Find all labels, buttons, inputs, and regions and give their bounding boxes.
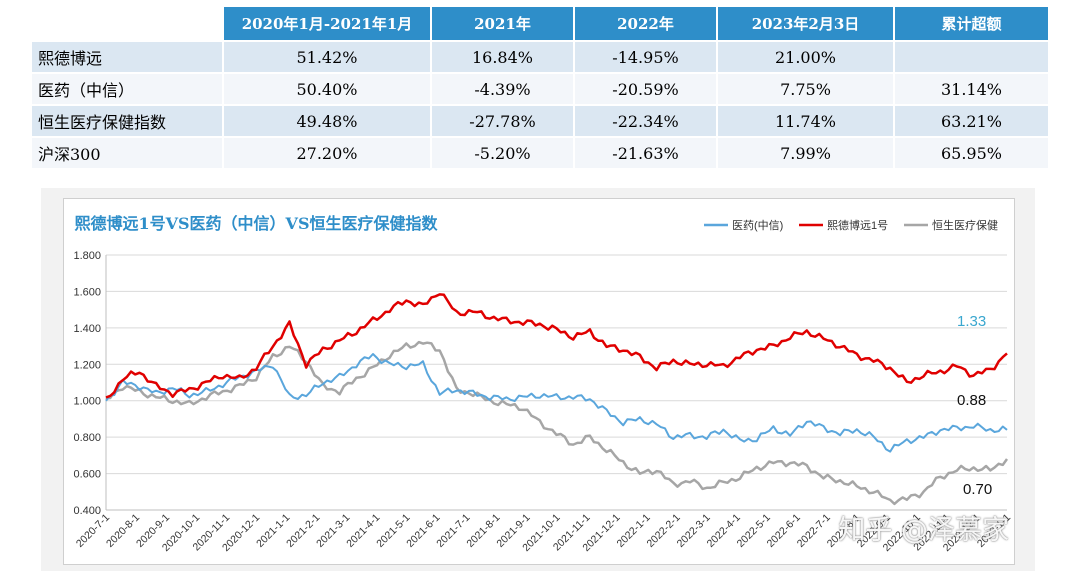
end-label: 0.88 <box>957 392 986 409</box>
header-2022: 2022年 <box>575 7 716 40</box>
table-header-row: 2020年1月-2021年1月 2021年 2022年 2023年2月3日 累计… <box>32 7 1048 40</box>
cell: 27.20% <box>224 138 430 168</box>
cell: -21.63% <box>575 138 716 168</box>
end-label: 0.70 <box>963 481 992 498</box>
y-tick-label: 1.600 <box>73 286 101 298</box>
y-axis: 0.400 0.600 0.800 1.000 1.200 1.400 1.600 1.800 <box>73 250 1007 517</box>
cell: -14.95% <box>575 42 716 72</box>
row-name: 恒生医疗保健指数 <box>32 106 222 136</box>
legend-label: 熙德博远1号 <box>827 218 888 232</box>
y-tick-label: 0.400 <box>73 505 101 517</box>
legend: 医药(中信) 熙德博远1号 恒生医疗保健 <box>704 218 998 232</box>
cell-highlight: 31.14% <box>895 74 1048 104</box>
cell-highlight: 21.00% <box>718 42 893 72</box>
cell-highlight: 63.21% <box>895 106 1048 136</box>
cell: 11.74% <box>718 106 893 136</box>
cell: 16.84% <box>432 42 573 72</box>
legend-label: 恒生医疗保健 <box>932 218 998 232</box>
cell <box>895 42 1048 72</box>
y-tick-label: 1.200 <box>73 359 101 371</box>
cell: -4.39% <box>432 74 573 104</box>
chart-panel: 熙德博远1号VS医药（中信）VS恒生医疗保健指数 0.400 0.600 0.800… <box>63 198 1015 565</box>
cell: 50.40% <box>224 74 430 104</box>
series-line-1 <box>105 293 1008 399</box>
gridlines <box>106 254 1007 511</box>
cell: 49.48% <box>224 106 430 136</box>
cell: -5.20% <box>432 138 573 168</box>
series-lines <box>105 293 1009 506</box>
performance-table: 2020年1月-2021年1月 2021年 2022年 2023年2月3日 累计… <box>30 5 1050 170</box>
table-row: 恒生医疗保健指数 49.48% -27.78% -22.34% 11.74% 6… <box>32 106 1048 136</box>
cell: 7.75% <box>718 74 893 104</box>
row-name: 熙德博远 <box>32 42 222 72</box>
header-2021: 2021年 <box>432 7 573 40</box>
y-tick-label: 1.400 <box>73 323 101 335</box>
y-tick-label: 0.800 <box>73 432 101 444</box>
header-empty <box>32 7 222 40</box>
cell: -27.78% <box>432 106 573 136</box>
row-name: 沪深300 <box>32 138 222 168</box>
cell: 7.99% <box>718 138 893 168</box>
header-period-2020: 2020年1月-2021年1月 <box>224 7 430 40</box>
end-label: 1.33 <box>957 313 986 330</box>
row-name: 医药（中信） <box>32 74 222 104</box>
watermark: 知乎 @泽慕家 <box>838 515 1009 546</box>
end-labels: 1.33 0.88 0.70 <box>957 313 992 498</box>
y-tick-label: 1.800 <box>73 250 101 262</box>
line-chart: 熙德博远1号VS医药（中信）VS恒生医疗保健指数 0.400 0.600 0.800… <box>73 214 1013 554</box>
chart-container: 熙德博远1号VS医药（中信）VS恒生医疗保健指数 0.400 0.600 0.800… <box>41 188 1035 571</box>
cell: 51.42% <box>224 42 430 72</box>
header-excess: 累计超额 <box>895 7 1048 40</box>
table-row: 熙德博远 51.42% 16.84% -14.95% 21.00% <box>32 42 1048 72</box>
table-row: 沪深300 27.20% -5.20% -21.63% 7.99% 65.95% <box>32 138 1048 168</box>
cell: -20.59% <box>575 74 716 104</box>
header-2023: 2023年2月3日 <box>718 7 893 40</box>
chart-title: 熙德博远1号VS医药（中信）VS恒生医疗保健指数 <box>74 214 438 233</box>
cell: -22.34% <box>575 106 716 136</box>
cell-highlight: 65.95% <box>895 138 1048 168</box>
y-tick-label: 1.000 <box>73 396 101 408</box>
legend-label: 医药(中信) <box>732 219 783 232</box>
y-tick-label: 0.600 <box>73 469 101 481</box>
series-line-2 <box>105 340 1009 506</box>
table-row: 医药（中信） 50.40% -4.39% -20.59% 7.75% 31.14… <box>32 74 1048 104</box>
